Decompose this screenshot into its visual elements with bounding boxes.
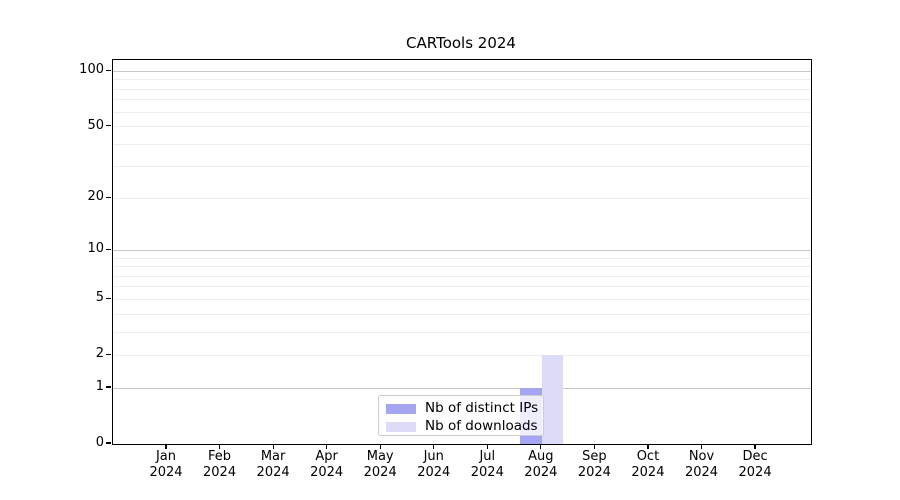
x-tick-label: Feb 2024 (192, 449, 248, 481)
legend-item-downloads: Nb of downloads (386, 418, 543, 435)
x-tick-label-line: 2024 (631, 465, 665, 480)
minor-gridline (113, 143, 811, 145)
minor-gridline (113, 197, 811, 199)
major-gridline (113, 249, 811, 251)
x-tick-label: Jan 2024 (138, 449, 194, 481)
minor-gridline (113, 257, 811, 259)
x-tick-label: Sep 2024 (566, 449, 622, 481)
x-tick-label: Oct 2024 (620, 449, 676, 481)
y-tick (106, 442, 111, 444)
x-tick-label-line: Dec (742, 449, 768, 464)
x-tick-label-line: Mar (260, 449, 286, 464)
x-tick-label-line: 2024 (203, 465, 237, 480)
legend: Nb of distinct IPs Nb of downloads (378, 395, 544, 436)
x-tick-label-line: 2024 (577, 465, 611, 480)
x-tick-label-line: Jul (479, 449, 496, 464)
minor-gridline (113, 313, 811, 315)
minor-gridline (113, 354, 811, 356)
x-tick-label-line: Sep (582, 449, 607, 464)
plot-area: Nb of distinct IPs Nb of downloads (112, 59, 812, 445)
y-tick (106, 196, 111, 198)
major-gridline (113, 70, 811, 72)
x-tick (433, 444, 435, 449)
legend-label-downloads: Nb of downloads (425, 418, 538, 434)
y-tick (106, 124, 111, 127)
x-tick-label-line: 2024 (149, 465, 183, 480)
x-tick-label-line: 2024 (738, 465, 772, 480)
x-tick-label-line: Oct (636, 449, 660, 464)
y-tick-label: 0 (95, 435, 104, 450)
minor-gridline (113, 79, 811, 81)
x-tick-label: Dec 2024 (727, 449, 783, 481)
minor-gridline (113, 111, 811, 113)
minor-gridline (113, 275, 811, 277)
minor-gridline (113, 298, 811, 300)
x-tick-label: Jul 2024 (459, 449, 515, 481)
x-tick (326, 444, 328, 449)
minor-gridline (113, 88, 811, 90)
x-tick-label-line: 2024 (417, 465, 451, 480)
x-tick-label-line: Jan (155, 449, 177, 464)
x-tick (647, 444, 649, 449)
x-tick-label: Jun 2024 (406, 449, 462, 481)
x-tick-label: Nov 2024 (674, 449, 730, 481)
x-tick (700, 444, 703, 449)
x-tick (165, 444, 167, 449)
x-tick (593, 444, 595, 449)
x-tick (486, 444, 488, 449)
y-tick-label: 1 (95, 379, 104, 395)
minor-gridline (113, 126, 811, 128)
x-tick-label-line: Aug (528, 449, 554, 464)
y-tick (106, 297, 111, 299)
y-tick (106, 386, 111, 388)
legend-label-distinct-ips: Nb of distinct IPs (425, 400, 539, 416)
y-tick-label: 5 (95, 290, 104, 306)
minor-gridline (113, 331, 811, 333)
y-tick (106, 353, 111, 355)
x-tick-label-line: 2024 (684, 465, 719, 480)
x-tick-label-line: 2024 (524, 465, 558, 480)
x-tick-label-line: 2024 (256, 465, 290, 480)
x-tick (379, 444, 381, 449)
y-tick (106, 69, 111, 71)
x-tick (218, 444, 221, 449)
major-gridline (113, 387, 811, 389)
legend-swatch-distinct-ips (386, 403, 416, 414)
minor-gridline (113, 286, 811, 288)
y-tick-label: 2 (95, 346, 104, 362)
y-tick-label: 100 (79, 62, 104, 78)
x-tick-label: Mar 2024 (245, 449, 301, 481)
x-tick-label: Aug 2024 (513, 449, 569, 481)
x-tick (540, 444, 542, 449)
x-tick-label-line: Feb (208, 449, 232, 464)
x-tick-label-line: 2024 (310, 465, 344, 480)
minor-gridline (113, 266, 811, 268)
minor-gridline (113, 99, 811, 101)
x-tick (272, 444, 274, 449)
x-tick-label: May 2024 (352, 449, 408, 481)
legend-item-distinct-ips: Nb of distinct IPs (386, 400, 543, 417)
y-tick-label: 20 (87, 189, 104, 205)
chart-title: CARTools 2024 (406, 34, 516, 52)
x-tick (754, 444, 756, 449)
x-tick-label-line: 2024 (363, 465, 397, 480)
y-tick-label: 50 (87, 117, 104, 133)
bar-nb-of-downloads (541, 355, 564, 444)
minor-gridline (113, 166, 811, 168)
legend-swatch-downloads (386, 421, 416, 432)
x-tick-label-line: May (366, 449, 394, 464)
y-tick-label: 10 (87, 241, 104, 257)
x-tick-label-line: 2024 (470, 465, 504, 480)
y-tick (106, 248, 111, 250)
x-tick-label: Apr 2024 (299, 449, 355, 481)
x-tick-label-line: Jun (423, 449, 444, 464)
x-tick-label-line: Nov (688, 449, 715, 464)
x-tick-label-line: Apr (315, 449, 338, 464)
